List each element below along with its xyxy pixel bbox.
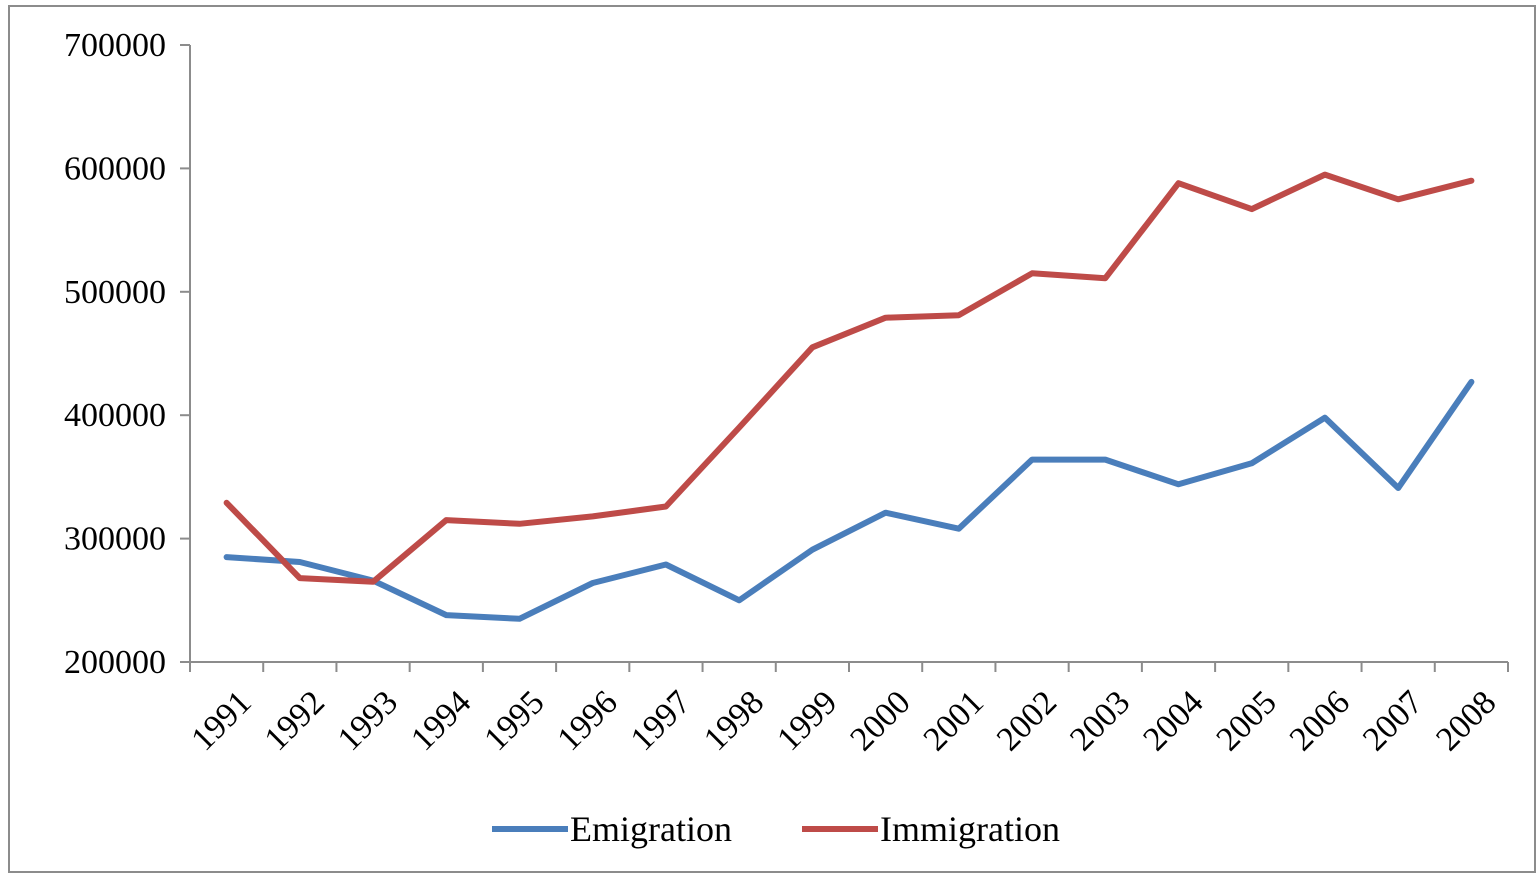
x-tick-label: 2002 <box>990 684 1064 758</box>
y-tick-label: 200000 <box>64 644 166 681</box>
series-lines <box>223 171 1475 622</box>
x-tick-label: 2008 <box>1429 684 1503 758</box>
x-tick-label: 2005 <box>1210 684 1284 758</box>
x-tick-label: 1998 <box>697 684 771 758</box>
y-tick-label: 300000 <box>64 521 166 558</box>
x-tick-label: 2001 <box>917 684 991 758</box>
axes <box>180 44 1509 672</box>
x-tick-label: 2006 <box>1283 684 1357 758</box>
x-tick-label: 1994 <box>404 684 478 758</box>
legend: Emigration Immigration <box>492 809 1060 849</box>
x-tick-label: 2007 <box>1356 684 1430 758</box>
x-tick-label: 1993 <box>331 684 405 758</box>
x-axis-tick-labels: 1991199219931994199519961997199819992000… <box>184 684 1503 758</box>
x-tick-label: 2003 <box>1063 684 1137 758</box>
x-tick-label: 1995 <box>477 684 551 758</box>
x-tick-label: 1996 <box>551 684 625 758</box>
chart-frame: 200000 300000 400000 500000 600000 700000 199… <box>8 5 1536 873</box>
line-chart: 200000 300000 400000 500000 600000 700000 199… <box>64 27 1509 849</box>
series-line-immigration <box>223 171 1475 585</box>
series-line-emigration <box>223 378 1475 622</box>
legend-label-immigration: Immigration <box>880 809 1060 849</box>
y-tick-label: 500000 <box>64 274 166 311</box>
x-tick-label: 1992 <box>258 684 332 758</box>
x-tick-label: 1997 <box>624 684 698 758</box>
x-tick-label: 1991 <box>184 684 258 758</box>
x-tick-label: 2000 <box>843 684 917 758</box>
legend-label-emigration: Emigration <box>570 809 732 849</box>
y-axis-tick-labels: 200000 300000 400000 500000 600000 700000 <box>64 27 166 681</box>
x-tick-label: 2004 <box>1136 684 1210 758</box>
y-tick-label: 700000 <box>64 27 166 64</box>
y-tick-label: 400000 <box>64 397 166 434</box>
y-tick-label: 600000 <box>64 150 166 187</box>
x-tick-label: 1999 <box>770 684 844 758</box>
